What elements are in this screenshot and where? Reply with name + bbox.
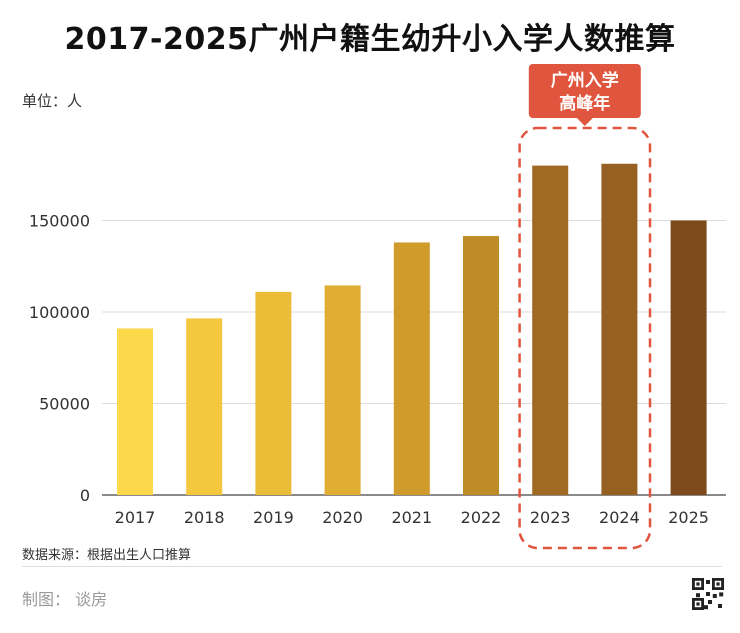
y-tick-labels: 0 50000 100000 150000: [29, 212, 90, 506]
x-tick-label: 2018: [184, 508, 225, 527]
y-tick-label: 150000: [29, 212, 90, 231]
x-tick-label: 2020: [322, 508, 363, 527]
highlight-annotation: 广州入学 高峰年: [518, 64, 652, 550]
y-axis-unit-label: 单位：人: [22, 92, 83, 110]
x-tick-label: 2019: [253, 508, 294, 527]
y-tick-label: 50000: [39, 395, 90, 414]
qr-code-icon: [692, 578, 724, 610]
bar-2024: [601, 163, 638, 495]
data-source-note: 数据来源：根据出生人口推算: [22, 548, 192, 563]
bar-2019: [255, 291, 292, 495]
bar-2020: [324, 285, 361, 495]
x-tick-label: 2017: [115, 508, 156, 527]
bar-2023: [532, 165, 569, 495]
x-tick-label: 2021: [391, 508, 432, 527]
x-tick-label: 2022: [461, 508, 502, 527]
bar-2017: [117, 328, 153, 495]
y-tick-label: 100000: [29, 303, 90, 322]
highlight-callout-line2: 高峰年: [559, 93, 610, 114]
highlight-callout-pointer: [576, 118, 593, 126]
x-tick-label: 2025: [668, 508, 709, 527]
highlight-callout-line1: 广州入学: [551, 70, 619, 91]
x-tick-labels: 2017 2018 2019 2020 2021 2022 2023 2024 2025: [115, 508, 709, 527]
highlight-dashed-box: [518, 126, 652, 550]
bar-2021: [393, 242, 430, 495]
bar-2025: [670, 220, 707, 495]
maker-credit: 制图： 谈房: [22, 590, 108, 609]
bar-2022: [463, 236, 499, 495]
bar-2018: [186, 318, 223, 495]
bars: [117, 163, 707, 495]
chart-title: 2017-2025广州户籍生幼升小入学人数推算: [64, 22, 676, 57]
x-tick-label: 2024: [599, 508, 640, 527]
y-tick-label: 0: [80, 486, 90, 505]
highlight-callout-box: [528, 64, 641, 118]
footer-divider: [22, 566, 722, 567]
x-tick-label: 2023: [530, 508, 571, 527]
